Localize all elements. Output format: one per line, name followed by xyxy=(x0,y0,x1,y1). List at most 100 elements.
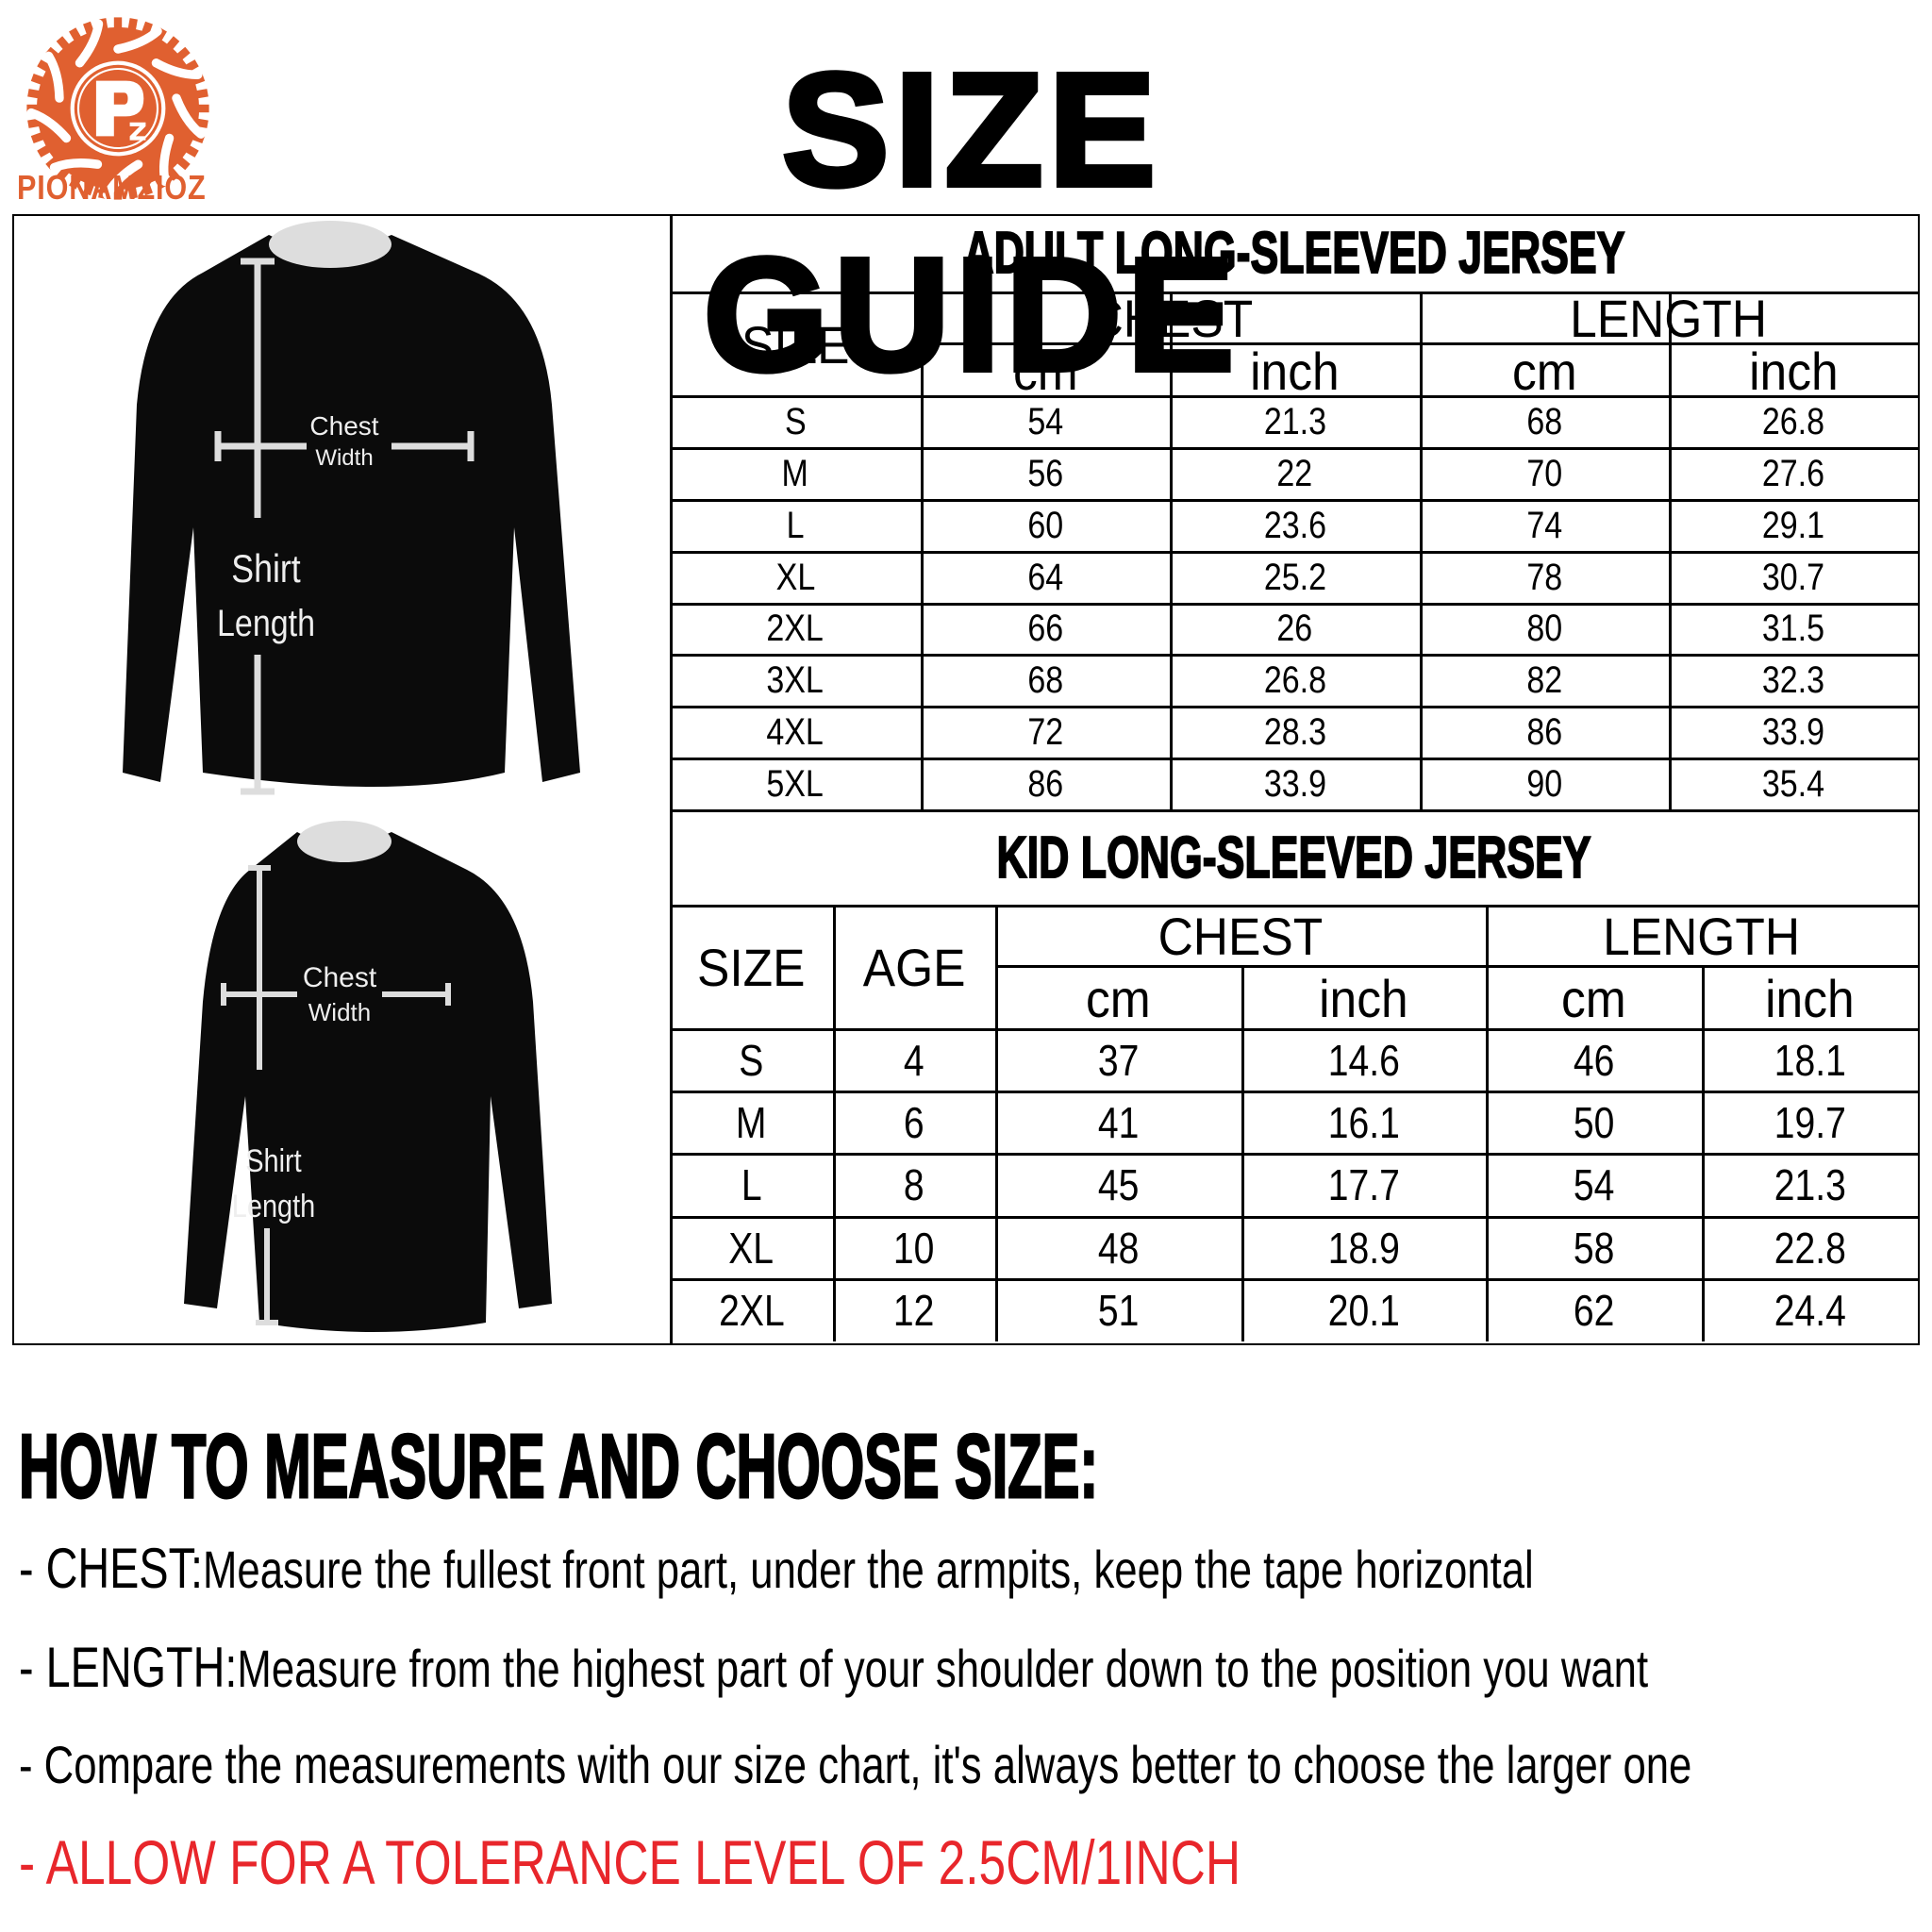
measurement-value-cell: 23.6 xyxy=(1170,500,1420,552)
measurement-value-cell: 90 xyxy=(1420,758,1669,810)
gear-tooth xyxy=(127,183,138,199)
size-value-cell: 4XL xyxy=(670,707,921,758)
measurement-value-cell: 86 xyxy=(921,758,1170,810)
measurement-value-cell: 20.1 xyxy=(1241,1279,1486,1341)
gear-tooth xyxy=(175,46,191,62)
measurement-value-cell: 50 xyxy=(1486,1091,1702,1154)
page-title: SIZE GUIDE xyxy=(701,38,1241,408)
adult-length-label: Length xyxy=(217,603,315,644)
size-value: 2XL xyxy=(766,608,824,650)
table-divider xyxy=(1486,906,1489,1341)
measurement-value: 22.8 xyxy=(1774,1223,1846,1273)
measurement-value: 21.3 xyxy=(1774,1160,1846,1210)
table-divider xyxy=(670,602,1918,606)
measurement-value: 58 xyxy=(1573,1223,1615,1273)
measurement-value-cell: 74 xyxy=(1420,500,1669,552)
measurement-value: 18.1 xyxy=(1774,1036,1846,1086)
measurement-value-cell: 80 xyxy=(1420,604,1669,656)
measurement-value-cell: 21.3 xyxy=(1170,396,1420,448)
age-value: 4 xyxy=(904,1036,924,1086)
gear-tooth xyxy=(113,185,123,200)
gear-tooth xyxy=(69,173,83,190)
table-divider xyxy=(670,809,1918,812)
chest-instruction-label: - CHEST: xyxy=(19,1537,204,1600)
measurement-value: 72 xyxy=(1027,711,1063,754)
header-length-cell: LENGTH xyxy=(1486,906,1918,966)
age-value: 8 xyxy=(904,1160,924,1210)
length-instruction: - LENGTH:Measure from the highest part o… xyxy=(19,1635,1648,1700)
length-instruction-label: - LENGTH: xyxy=(19,1636,238,1699)
age-value-cell: 6 xyxy=(833,1091,995,1154)
header-cm-cell: cm xyxy=(1420,341,1669,401)
size-value-cell: M xyxy=(670,1091,833,1154)
gear-tooth xyxy=(83,179,95,196)
table-divider xyxy=(833,906,836,1341)
adult-table-title: ADULT LONG-SLEEVED JERSEY xyxy=(962,220,1625,287)
measurement-value: 51 xyxy=(1097,1285,1140,1335)
measurement-value: 25.2 xyxy=(1263,556,1326,598)
adult-shirt-label: Shirt xyxy=(231,546,301,591)
measurement-value: 68 xyxy=(1526,400,1562,442)
measurement-value-cell: 33.9 xyxy=(1170,758,1420,810)
measurement-value-cell: 37 xyxy=(995,1029,1241,1091)
gear-tooth xyxy=(113,17,123,32)
gear-tooth xyxy=(182,143,199,158)
table-divider xyxy=(1420,292,1423,810)
measurement-value: 70 xyxy=(1526,452,1562,494)
measurement-value: 35.4 xyxy=(1761,763,1825,806)
measurement-value-cell: 16.1 xyxy=(1241,1091,1486,1154)
gear-spoke xyxy=(172,93,206,139)
measurement-value-cell: 54 xyxy=(1486,1154,1702,1216)
size-value-cell: 5XL xyxy=(670,758,921,810)
gear-tooth xyxy=(141,179,153,196)
table-divider xyxy=(670,550,1918,554)
header-inch: inch xyxy=(1748,341,1839,401)
gear-tooth xyxy=(127,18,138,34)
gear-spoke xyxy=(151,58,203,79)
table-divider xyxy=(670,1153,1918,1157)
measurement-value: 66 xyxy=(1027,608,1063,650)
measurement-value: 78 xyxy=(1526,556,1562,598)
measurement-value: 14.6 xyxy=(1327,1036,1400,1086)
table-divider xyxy=(670,214,673,810)
measurement-value-cell: 68 xyxy=(921,655,1170,707)
size-value-cell: 2XL xyxy=(670,1279,833,1341)
size-value-cell: S xyxy=(670,1029,833,1091)
table-divider xyxy=(670,498,1918,502)
measurement-value-cell: 19.7 xyxy=(1702,1091,1918,1154)
gear-tooth xyxy=(189,131,206,143)
measurement-value: 62 xyxy=(1573,1285,1615,1335)
kid-shirt-label: Shirt xyxy=(245,1143,302,1179)
measurement-value: 27.6 xyxy=(1761,452,1825,494)
measurement-value-cell: 17.7 xyxy=(1241,1154,1486,1216)
header-cm-cell: cm xyxy=(1486,968,1702,1028)
measurement-value-cell: 26 xyxy=(1170,604,1420,656)
measurement-value-cell: 41 xyxy=(995,1091,1241,1154)
kid-table-title: KID LONG-SLEEVED JERSEY xyxy=(996,824,1591,891)
gear-spoke xyxy=(159,133,175,187)
age-value: 12 xyxy=(893,1285,935,1335)
measurement-value-cell: 18.1 xyxy=(1702,1029,1918,1091)
gear-tooth xyxy=(69,27,83,44)
adult-width-label: Width xyxy=(315,445,374,471)
chest-instruction-text: Measure the fullest front part, under th… xyxy=(203,1540,1534,1599)
measurement-value: 48 xyxy=(1097,1223,1140,1273)
measurement-value: 86 xyxy=(1526,711,1562,754)
measurement-value: 26 xyxy=(1276,608,1313,650)
gear-tooth xyxy=(56,36,72,52)
measurement-value: 46 xyxy=(1573,1036,1615,1086)
tolerance-note: - ALLOW FOR A TOLERANCE LEVEL OF 2.5CM/1… xyxy=(19,1827,1241,1897)
measurement-value-cell: 56 xyxy=(921,448,1170,500)
age-value-cell: 8 xyxy=(833,1154,995,1216)
measurement-value: 29.1 xyxy=(1761,504,1825,546)
measurement-value-cell: 70 xyxy=(1420,448,1669,500)
table-divider xyxy=(670,291,1918,294)
measurement-value: 30.7 xyxy=(1761,556,1825,598)
gear-spoke xyxy=(113,26,162,54)
measurement-value-cell: 51 xyxy=(995,1279,1241,1341)
measurement-value: 24.4 xyxy=(1774,1285,1846,1335)
gear-tooth xyxy=(30,74,47,86)
table-divider xyxy=(921,342,1918,345)
measurement-value-cell: 60 xyxy=(921,500,1170,552)
table-divider xyxy=(1170,292,1173,810)
